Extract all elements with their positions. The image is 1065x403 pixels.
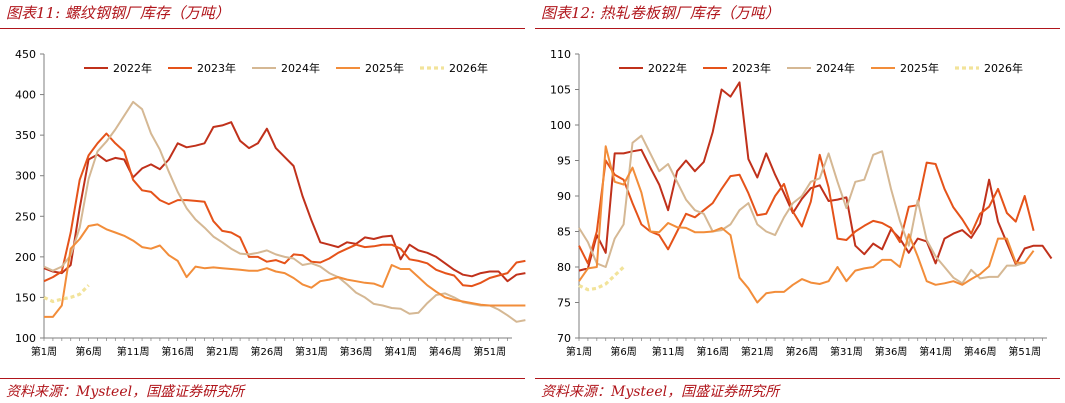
- y-tick-label: 100: [15, 332, 36, 345]
- x-tick-label: 第6周: [610, 345, 636, 358]
- y-tick-label: 350: [15, 129, 36, 142]
- x-tick-label: 第26周: [785, 345, 818, 358]
- y-tick-label: 80: [557, 261, 571, 274]
- x-tick-label: 第1周: [566, 345, 592, 358]
- legend-label: 2025年: [900, 61, 939, 75]
- series-line-2022年: [43, 121, 526, 283]
- x-tick-label: 第11周: [652, 345, 685, 358]
- y-tick-label: 400: [15, 89, 36, 102]
- legend-label: 2024年: [281, 61, 320, 75]
- x-tick-label: 第51周: [473, 345, 506, 358]
- title-rule: [0, 28, 525, 29]
- x-tick-label: 第36周: [340, 345, 373, 358]
- x-tick-label: 第31周: [295, 345, 328, 358]
- series-line-2023年: [43, 132, 526, 288]
- title-rule: [535, 28, 1060, 29]
- series-line-2023年: [578, 153, 1035, 265]
- x-tick-label: 第41周: [384, 345, 417, 358]
- y-tick-label: 90: [557, 190, 571, 203]
- x-tick-label: 第51周: [1008, 345, 1041, 358]
- legend-label: 2023年: [197, 61, 236, 75]
- source-rule: [0, 378, 525, 379]
- x-tick-label: 第41周: [919, 345, 952, 358]
- y-tick-label: 110: [550, 48, 571, 61]
- x-tick-label: 第36周: [875, 345, 908, 358]
- panel-hrc-inventory: 图表12: 热轧卷板钢厂库存（万吨） 70 75 80 85 90 95 100 105 110…: [535, 0, 1065, 403]
- x-tick-label: 第21周: [741, 345, 774, 358]
- y-tick-label: 95: [557, 155, 571, 168]
- source-note: 资料来源：Mysteel，国盛证券研究所: [541, 384, 780, 400]
- series-line-2022年: [578, 81, 1053, 272]
- series-line-2025年: [44, 223, 526, 318]
- x-tick-label: 第6周: [75, 345, 101, 358]
- x-tick-label: 第46周: [964, 345, 997, 358]
- hrc-inventory-chart: 707580859095100105110第1周 第6周 第11周 第16周 第21周第…: [550, 48, 1053, 358]
- x-tick-label: 第26周: [250, 345, 283, 358]
- legend-label: 2026年: [449, 61, 488, 75]
- panel-rebar-inventory: 图表11: 螺纹钢钢厂库存（万吨） 100 150 200 250 300 350 400 4…: [0, 0, 530, 403]
- y-tick-label: 100: [550, 119, 571, 132]
- x-tick-label: 第46周: [429, 345, 462, 358]
- y-tick-label: 250: [15, 210, 36, 223]
- legend-label: 2025年: [365, 61, 404, 75]
- legend-label: 2022年: [113, 61, 152, 75]
- y-tick-label: 300: [15, 170, 36, 183]
- legend-label: 2024年: [816, 61, 855, 75]
- series-line-2026年: [578, 265, 625, 292]
- y-tick-label: 450: [15, 48, 36, 61]
- chart-title: 图表12: 热轧卷板钢厂库存（万吨）: [541, 4, 780, 22]
- y-tick-label: 105: [550, 84, 571, 97]
- x-tick-label: 第16周: [161, 345, 194, 358]
- series-line-2025年: [578, 145, 1035, 304]
- series-line-2024年: [578, 134, 1026, 285]
- series-line-2026年: [43, 284, 90, 304]
- x-tick-label: 第1周: [31, 345, 57, 358]
- x-tick-label: 第31周: [830, 345, 863, 358]
- x-tick-label: 第16周: [696, 345, 729, 358]
- y-tick-label: 200: [15, 251, 36, 264]
- legend-label: 2022年: [648, 61, 687, 75]
- legend-label: 2023年: [732, 61, 771, 75]
- x-tick-label: 第21周: [206, 345, 239, 358]
- source-note: 资料来源：Mysteel，国盛证券研究所: [6, 384, 245, 400]
- legend-label: 2026年: [984, 61, 1023, 75]
- chart-title: 图表11: 螺纹钢钢厂库存（万吨）: [6, 4, 230, 22]
- y-tick-label: 85: [557, 226, 571, 239]
- x-tick-label: 第11周: [117, 345, 150, 358]
- y-tick-label: 150: [15, 291, 36, 304]
- y-tick-label: 75: [557, 297, 571, 310]
- source-rule: [535, 378, 1060, 379]
- series-line-2024年: [43, 100, 526, 323]
- y-tick-label: 70: [557, 332, 571, 345]
